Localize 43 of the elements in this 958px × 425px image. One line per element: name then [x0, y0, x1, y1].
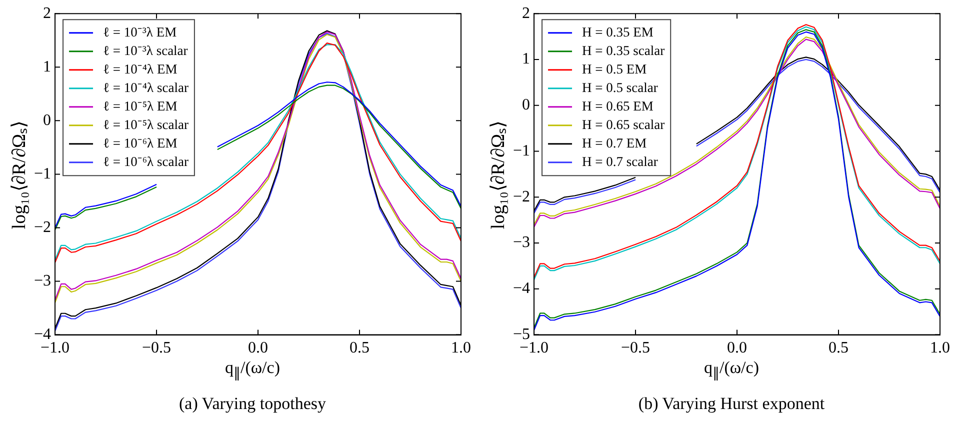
legend-label: ℓ = 10⁻⁶λ scalar	[103, 154, 189, 169]
y-axis-title: log₁₀⟨∂R/∂Ωₛ⟩	[487, 120, 510, 230]
legend-label: H = 0.65 scalar	[582, 116, 666, 132]
y-tick-label: −2	[512, 188, 530, 206]
y-tick-label: −3	[34, 272, 52, 290]
y-tick-label: 1	[43, 58, 52, 76]
y-tick-label: 2	[522, 4, 530, 22]
legend-label: ℓ = 10⁻³λ scalar	[103, 42, 188, 58]
y-tick-label: 2	[43, 4, 52, 22]
legend-label: H = 0.5 EM	[582, 61, 647, 76]
legend-label: ℓ = 10⁻⁴λ scalar	[103, 80, 189, 95]
legend-label: ℓ = 10⁻⁴λ EM	[103, 61, 178, 76]
x-tick-label: 1.0	[930, 340, 950, 357]
x-axis-title: q$_{∥}$/(ω/c)	[702, 358, 760, 382]
legend-label: ℓ = 10⁻⁶λ EM	[103, 135, 178, 150]
text: (a) Varying topothesy	[178, 394, 327, 414]
legend-label: H = 0.65 EM	[582, 98, 654, 114]
y-tick-label: −3	[512, 234, 530, 252]
legend-label: H = 0.7 EM	[582, 135, 647, 150]
y-tick-label: 0	[43, 112, 52, 129]
legend-label: H = 0.7 scalar	[582, 154, 658, 169]
legend-label: ℓ = 10⁻³λ EM	[103, 24, 177, 40]
legend-label: H = 0.35 EM	[582, 24, 654, 40]
y-tick-label: 0	[522, 96, 530, 114]
x-tick-label: 0.0	[248, 340, 268, 357]
legend-label: ℓ = 10⁻⁵λ scalar	[103, 116, 189, 132]
y-tick-label: −1	[512, 142, 530, 160]
y-tick-label: −1	[34, 165, 52, 182]
legend-label: H = 0.35 scalar	[582, 42, 666, 58]
x-tick-label: −0.5	[142, 340, 172, 357]
y-tick-label: 1	[522, 50, 530, 68]
x-tick-label: 0.5	[350, 340, 370, 357]
x-axis-title: q$_{∥}$/(ω/c)	[224, 358, 281, 382]
y-tick-label: −2	[34, 218, 52, 236]
legend-label: H = 0.5 scalar	[582, 80, 658, 95]
y-axis-title: log₁₀⟨∂R/∂Ωₛ⟩	[8, 120, 31, 230]
legend-label: ℓ = 10⁻⁵λ EM	[103, 98, 178, 114]
x-tick-label: 0.0	[727, 340, 748, 357]
x-tick-label: 1.0	[451, 340, 471, 357]
x-tick-label: −0.5	[621, 340, 650, 357]
x-tick-label: 0.5	[828, 340, 849, 357]
y-tick-label: −4	[512, 280, 530, 298]
text: (b) Varying Hurst exponent	[637, 394, 826, 414]
